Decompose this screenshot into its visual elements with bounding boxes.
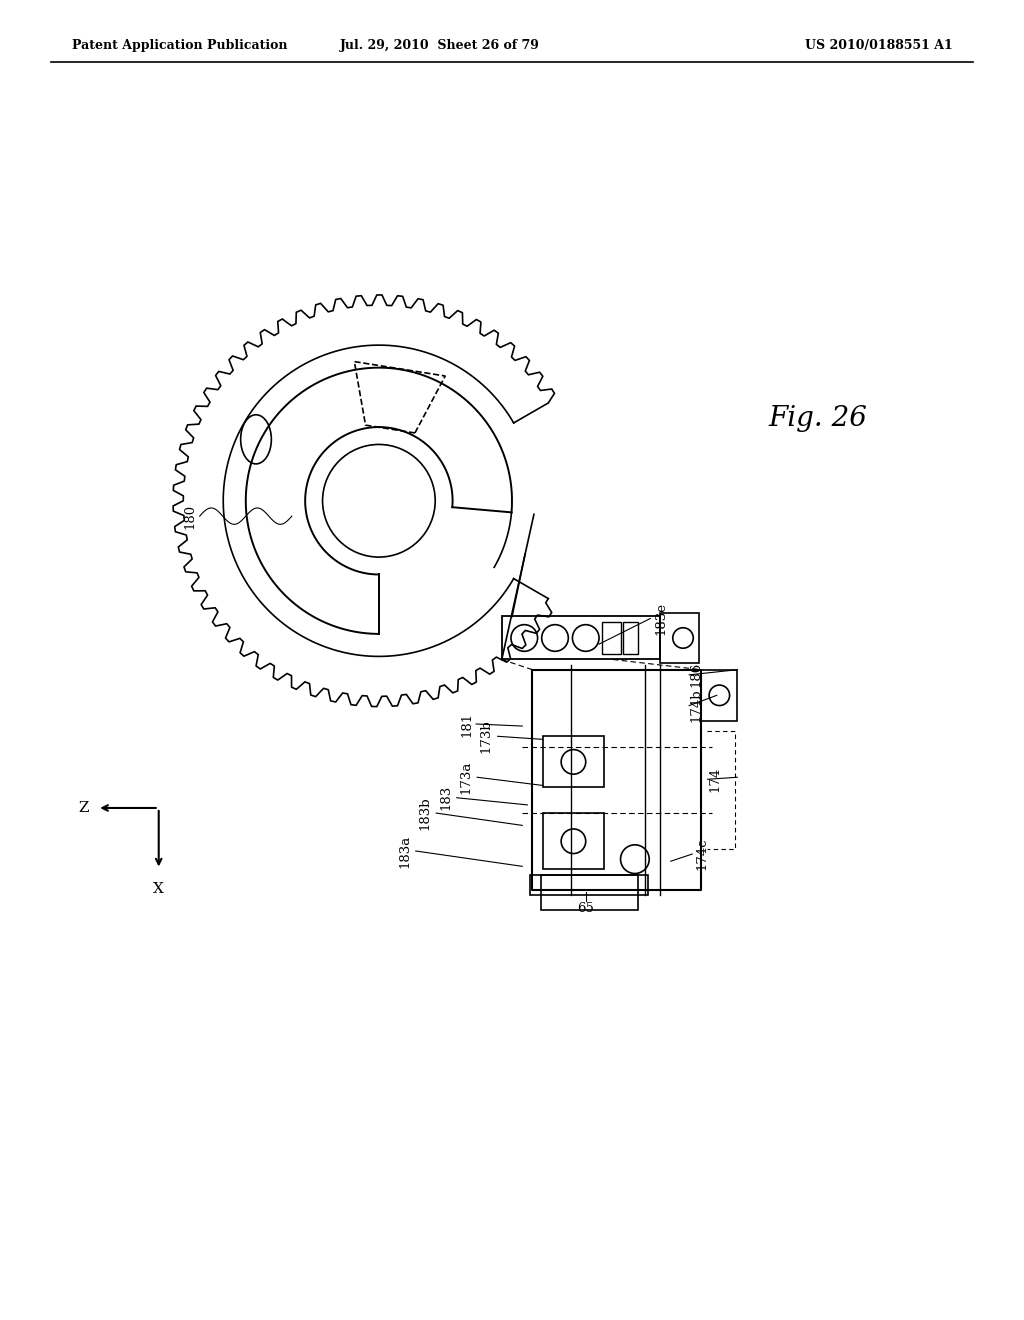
Bar — [602, 622, 621, 655]
Text: 180: 180 — [183, 503, 196, 529]
Text: 174b: 174b — [690, 689, 702, 722]
Text: 186: 186 — [690, 663, 702, 688]
Text: 183b: 183b — [419, 796, 431, 830]
Text: 183a: 183a — [398, 834, 411, 867]
Text: Fig. 26: Fig. 26 — [768, 405, 867, 433]
Bar — [502, 616, 660, 660]
Bar — [623, 622, 638, 655]
Bar — [543, 737, 604, 788]
Text: 174: 174 — [709, 767, 721, 792]
Text: Patent Application Publication: Patent Application Publication — [72, 38, 287, 51]
Bar — [530, 875, 648, 895]
Text: 174c: 174c — [695, 838, 708, 870]
Bar — [541, 875, 638, 911]
Text: 65: 65 — [578, 902, 594, 915]
Bar — [660, 614, 699, 663]
Text: 181: 181 — [461, 711, 473, 737]
Text: 173a: 173a — [460, 760, 472, 793]
Text: 183: 183 — [439, 785, 452, 810]
Bar — [543, 813, 604, 870]
Text: US 2010/0188551 A1: US 2010/0188551 A1 — [805, 38, 952, 51]
Text: X: X — [154, 882, 164, 896]
Text: Jul. 29, 2010  Sheet 26 of 79: Jul. 29, 2010 Sheet 26 of 79 — [340, 38, 541, 51]
Text: Z: Z — [79, 801, 89, 814]
Text: 173b: 173b — [480, 719, 493, 754]
Text: 183e: 183e — [654, 602, 667, 635]
Bar — [701, 669, 737, 721]
